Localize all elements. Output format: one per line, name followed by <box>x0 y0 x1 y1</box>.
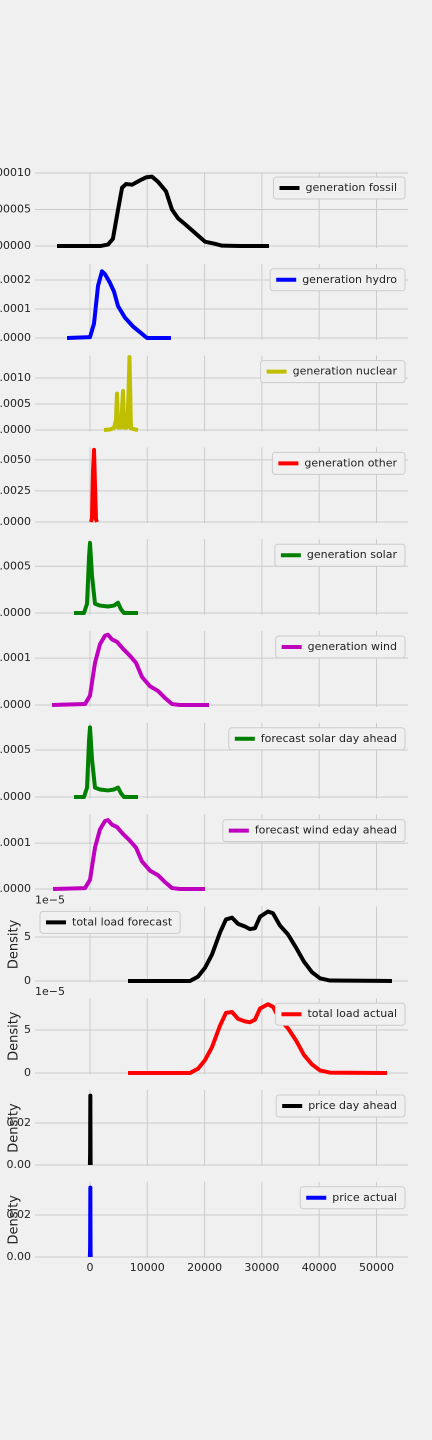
y-tick-label: 0.0000 <box>0 882 31 895</box>
legend: generation solar <box>274 543 406 567</box>
legend-box <box>222 819 406 843</box>
legend-box <box>260 360 406 384</box>
y-tick-label: 0.02 <box>7 1116 32 1129</box>
density-line <box>127 1002 387 1075</box>
legend-box <box>273 176 406 200</box>
density-line <box>103 355 139 433</box>
legend-label: total load forecast <box>72 915 173 928</box>
y-axis-label: Density <box>7 1195 22 1245</box>
density-line <box>89 447 99 523</box>
legend: forecast wind eday ahead <box>222 819 406 843</box>
y-tick-label: 0.02 <box>7 1208 32 1221</box>
density-line <box>52 818 205 891</box>
y-tick-label: 0 <box>24 974 31 987</box>
x-tick-label: 40000 <box>302 1261 337 1274</box>
y-tick-label: 0.0001 <box>0 302 31 315</box>
legend: generation nuclear <box>260 360 406 384</box>
legend-box <box>299 1186 406 1210</box>
legend-label: generation solar <box>307 548 398 561</box>
legend-box <box>274 543 406 567</box>
y-tick-label: 0.0050 <box>0 453 31 466</box>
y-tick-label: 0.0001 <box>0 651 31 664</box>
y-offset-label: 1e−5 <box>35 893 65 906</box>
legend-label: price actual <box>332 1191 397 1204</box>
y-tick-label: 0.0005 <box>0 743 31 756</box>
legend-label: price day ahead <box>308 1099 397 1112</box>
legend: forecast solar day ahead <box>228 727 406 751</box>
y-tick-label: 0.0005 <box>0 559 31 572</box>
y-offset-label: 1e−5 <box>35 985 65 998</box>
y-tick-label: 5 <box>24 930 31 943</box>
density-line <box>57 174 269 249</box>
y-tick-label: 0.00010 <box>0 166 31 179</box>
y-tick-label: 0.0000 <box>0 423 31 436</box>
density-line <box>66 269 171 340</box>
y-tick-label: 0.0010 <box>0 371 31 384</box>
legend-label: generation wind <box>308 640 397 653</box>
legend-label: generation other <box>304 456 397 469</box>
y-tick-label: 0 <box>24 1066 31 1079</box>
legend: generation other <box>271 451 406 475</box>
legend: price day ahead <box>275 1094 406 1118</box>
y-tick-label: 0.0000 <box>0 790 31 803</box>
y-tick-label: 0.0025 <box>0 484 31 497</box>
x-tick-label: 20000 <box>187 1261 222 1274</box>
y-tick-label: 0.0000 <box>0 698 31 711</box>
legend-box <box>275 1094 406 1118</box>
y-tick-label: 0.0002 <box>0 273 31 286</box>
legend: total load forecast <box>39 910 181 934</box>
x-tick-label: 50000 <box>359 1261 394 1274</box>
legend-label: forecast wind eday ahead <box>255 824 397 837</box>
legend-box <box>39 910 181 934</box>
y-axis-label: Density <box>7 1103 22 1153</box>
legend: generation wind <box>275 635 406 659</box>
y-tick-label: 0.0000 <box>0 331 31 344</box>
y-tick-label: 0.0000 <box>0 515 31 528</box>
y-tick-label: 0.00 <box>7 1250 32 1263</box>
legend-label: generation nuclear <box>293 365 398 378</box>
density-line <box>74 540 139 616</box>
density-line <box>87 1093 93 1166</box>
legend-box <box>228 727 406 751</box>
legend-label: generation hydro <box>302 273 397 286</box>
legend: price actual <box>299 1186 406 1210</box>
legend: total load actual <box>274 1002 406 1026</box>
legend-label: total load actual <box>307 1007 397 1020</box>
density-line <box>127 909 392 983</box>
density-line <box>51 632 210 707</box>
x-tick-label: 0 <box>87 1261 94 1274</box>
legend: generation fossil <box>273 176 406 200</box>
legend: generation hydro <box>269 268 406 292</box>
y-tick-label: 5 <box>24 1023 31 1036</box>
density-line <box>74 725 139 800</box>
y-tick-label: 0.00 <box>7 1158 32 1171</box>
x-tick-label: 30000 <box>244 1261 279 1274</box>
density-line <box>87 1185 93 1258</box>
legend-box <box>275 635 406 659</box>
legend-label: generation fossil <box>306 181 398 194</box>
y-tick-label: 0.0000 <box>0 606 31 619</box>
legend-box <box>269 268 406 292</box>
y-axis-label: Density <box>7 1011 22 1061</box>
y-tick-label: 0.0001 <box>0 836 31 849</box>
legend-label: forecast solar day ahead <box>261 732 397 745</box>
legend-box <box>271 451 406 475</box>
legend-box <box>274 1002 406 1026</box>
y-tick-label: 0.0005 <box>0 397 31 410</box>
x-tick-label: 10000 <box>130 1261 165 1274</box>
y-axis-label: Density <box>7 919 22 969</box>
